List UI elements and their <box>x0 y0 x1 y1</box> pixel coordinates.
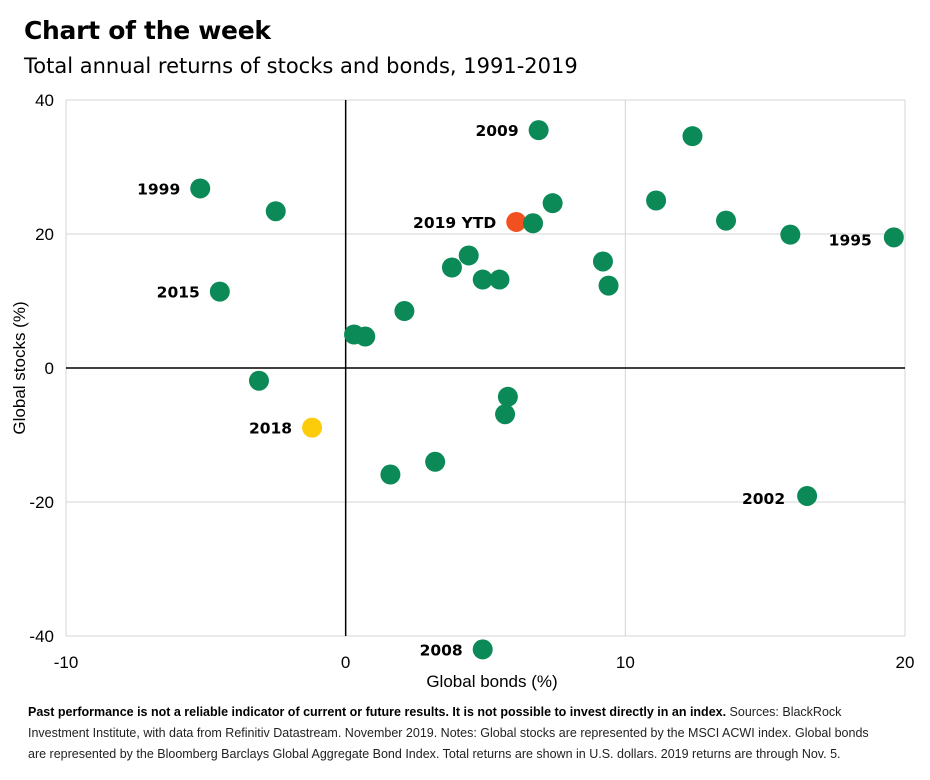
data-point <box>598 275 619 296</box>
data-point <box>190 178 211 199</box>
data-point <box>506 211 527 232</box>
y-tick-label: -40 <box>29 627 54 646</box>
data-points <box>190 120 904 660</box>
scatter-chart: -10 0 10 20 -40 -20 0 20 40 1999 2015 2018 2008 2019… <box>10 91 914 691</box>
data-point <box>355 326 376 347</box>
point-label: 2018 <box>249 420 292 438</box>
y-tick-label: 0 <box>45 359 54 378</box>
chart-subtitle: Total annual returns of stocks and bonds… <box>24 54 578 78</box>
data-point <box>380 464 401 485</box>
x-tick-label: 10 <box>616 653 635 672</box>
data-point <box>883 227 904 248</box>
data-point <box>780 224 801 245</box>
point-label: 2008 <box>420 641 463 659</box>
data-point <box>472 639 493 660</box>
point-label: 2019 YTD <box>413 214 496 232</box>
data-point <box>592 251 613 272</box>
chart-title: Chart of the week <box>24 16 271 45</box>
data-point <box>646 190 667 211</box>
y-tick-label: 40 <box>35 91 54 110</box>
point-label: 1995 <box>829 231 872 249</box>
x-axis-label: Global bonds (%) <box>426 672 557 691</box>
y-axis-label: Global stocks (%) <box>10 301 29 434</box>
point-label: 2015 <box>157 284 200 302</box>
data-point <box>716 210 737 231</box>
point-labels: 1999 2015 2018 2008 2019 YTD 2009 2002 1995 <box>137 122 872 659</box>
x-tick-label: -10 <box>54 653 79 672</box>
data-point <box>489 269 510 290</box>
y-tick-label: 20 <box>35 225 54 244</box>
tick-labels: -10 0 10 20 -40 -20 0 20 40 <box>29 91 914 672</box>
data-point <box>497 386 518 407</box>
data-point <box>302 417 323 438</box>
axes <box>66 100 905 636</box>
data-point <box>542 193 563 214</box>
x-tick-label: 0 <box>341 653 350 672</box>
data-point <box>209 281 230 302</box>
data-point <box>472 269 493 290</box>
data-point <box>797 485 818 506</box>
point-label: 2009 <box>475 122 518 140</box>
data-point <box>394 301 415 322</box>
data-point <box>528 120 549 141</box>
data-point <box>441 257 462 278</box>
data-point <box>458 245 479 266</box>
data-point <box>495 404 516 425</box>
y-tick-label: -20 <box>29 493 54 512</box>
data-point <box>682 126 703 147</box>
footnote-sources: Sources: BlackRock Investment Institute,… <box>28 705 869 761</box>
data-point <box>425 451 446 472</box>
point-label: 1999 <box>137 180 180 198</box>
data-point <box>523 213 544 234</box>
data-point <box>248 370 269 391</box>
point-label: 2002 <box>742 490 785 508</box>
footnote-disclaimer: Past performance is not a reliable indic… <box>28 705 727 719</box>
x-tick-label: 20 <box>896 653 915 672</box>
footnote: Past performance is not a reliable indic… <box>28 702 888 765</box>
data-point <box>265 201 286 222</box>
